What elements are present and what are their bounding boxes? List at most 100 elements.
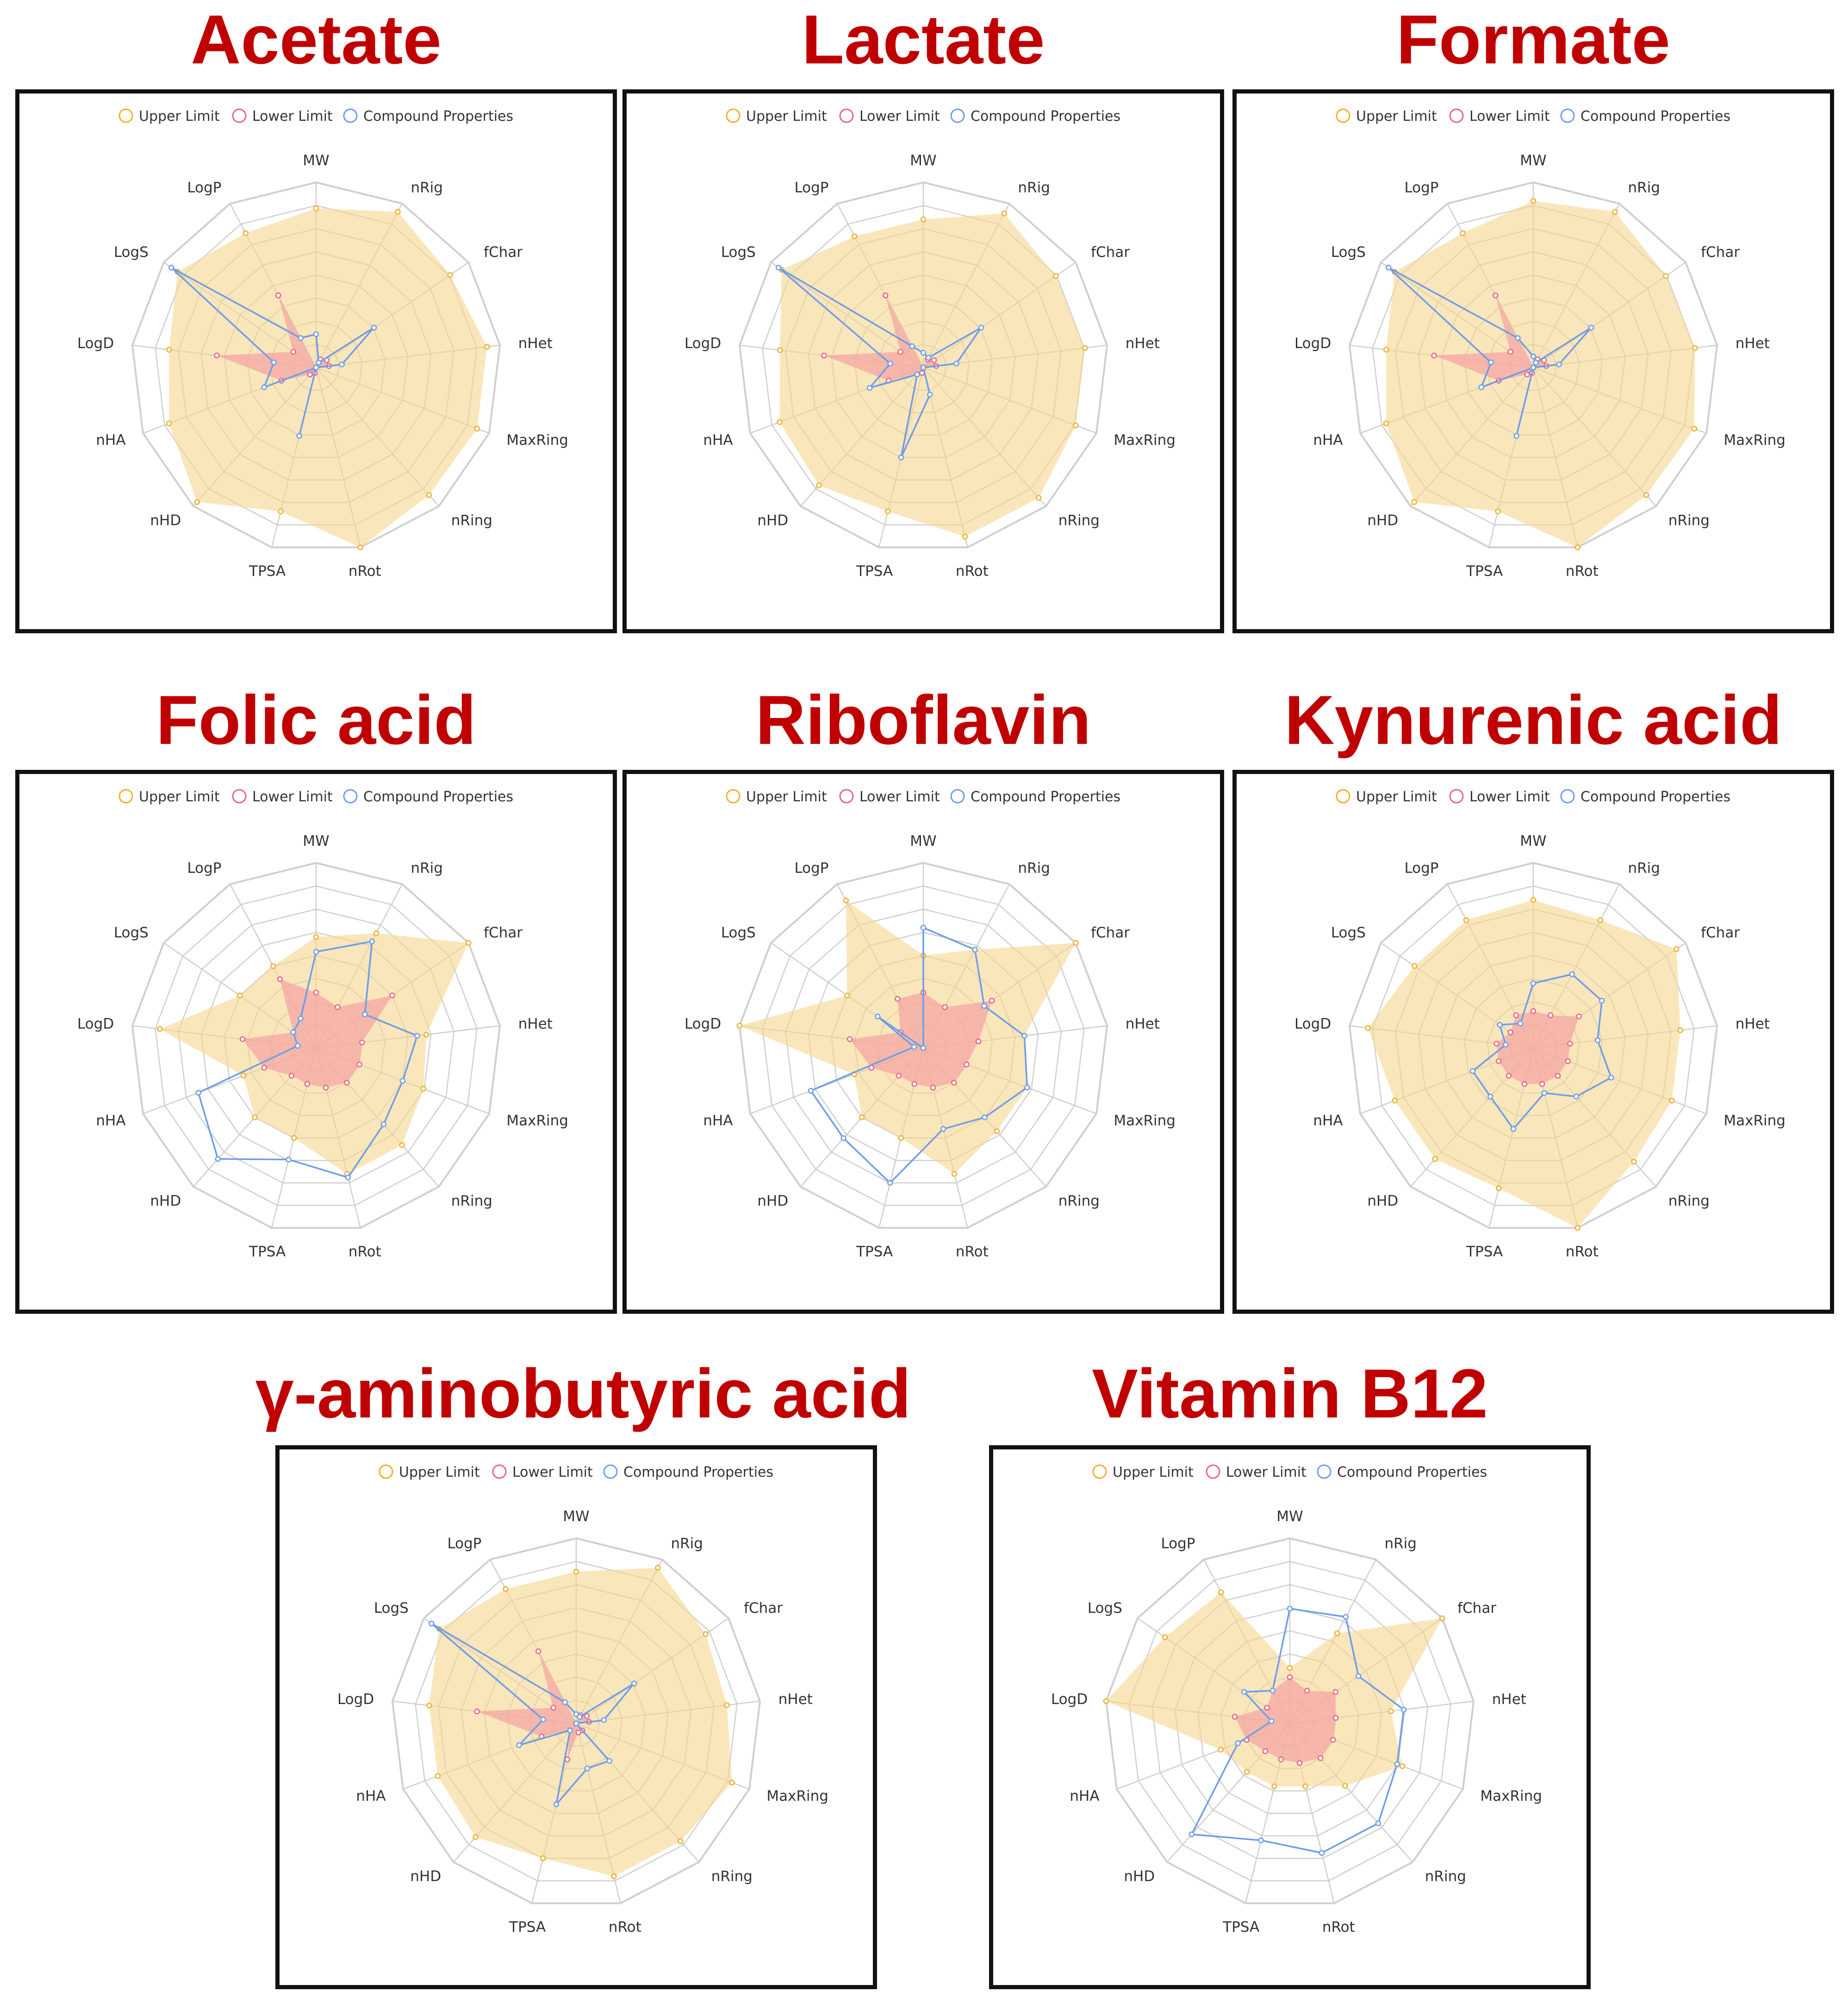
legend-upper-limit: Upper Limit bbox=[118, 789, 220, 805]
data-point bbox=[601, 1717, 607, 1723]
legend-upper-limit: Upper Limit bbox=[118, 108, 220, 125]
series-compound-properties bbox=[808, 924, 1030, 1186]
data-point bbox=[844, 993, 850, 999]
data-point bbox=[1103, 1698, 1109, 1704]
axis-label: nHA bbox=[96, 1112, 125, 1129]
axis-label: LogP bbox=[794, 179, 828, 196]
grid-ring bbox=[1105, 1537, 1475, 1904]
axis-label: fChar bbox=[1701, 244, 1740, 261]
data-point bbox=[927, 392, 933, 398]
data-point bbox=[575, 1729, 582, 1736]
legend-label: Lower Limit bbox=[252, 108, 333, 125]
data-point bbox=[1555, 1073, 1561, 1079]
data-point bbox=[166, 347, 172, 353]
data-point bbox=[894, 996, 901, 1002]
data-point bbox=[275, 292, 281, 299]
grid-ring bbox=[131, 181, 501, 549]
series-area bbox=[170, 267, 375, 437]
legend-compound-properties: Compound Properties bbox=[950, 108, 1120, 125]
data-point bbox=[1506, 1073, 1512, 1079]
data-point bbox=[606, 1758, 612, 1764]
legend-label: Upper Limit bbox=[139, 789, 220, 805]
data-point bbox=[1330, 1737, 1336, 1743]
axis-label: nHD bbox=[1367, 1192, 1398, 1209]
data-point bbox=[866, 385, 873, 391]
data-point bbox=[362, 1011, 368, 1018]
axis-label: nHet bbox=[1736, 335, 1770, 352]
data-point bbox=[395, 209, 401, 215]
legend-label: Lower Limit bbox=[859, 789, 940, 805]
series-lower-limit bbox=[239, 976, 395, 1091]
data-point bbox=[553, 1801, 560, 1808]
data-point bbox=[389, 993, 395, 999]
axis-label: nHA bbox=[1313, 1112, 1343, 1129]
data-point bbox=[1439, 1615, 1445, 1622]
chart-legend: Upper Limit Lower Limit Compound Propertie… bbox=[118, 108, 513, 125]
axis-label: LogP bbox=[1161, 1535, 1195, 1552]
data-point bbox=[313, 364, 319, 371]
data-point bbox=[1539, 1081, 1545, 1087]
axis-label: LogS bbox=[114, 244, 149, 261]
radar-chart: Upper Limit Lower Limit Compound Propertie… bbox=[77, 108, 568, 580]
data-point bbox=[577, 1714, 583, 1720]
axis-label: MW bbox=[303, 152, 329, 169]
legend-lower-limit: Lower Limit bbox=[492, 1464, 593, 1480]
data-point bbox=[1394, 1761, 1400, 1767]
data-point bbox=[914, 371, 920, 378]
data-point bbox=[678, 1838, 684, 1844]
data-point bbox=[777, 347, 783, 353]
legend-label: Compound Properties bbox=[971, 789, 1120, 805]
data-point bbox=[237, 993, 243, 999]
axis-label: nHet bbox=[518, 1016, 553, 1032]
data-point bbox=[631, 1680, 637, 1686]
series-compound-properties bbox=[195, 938, 420, 1180]
axis-label: TPSA bbox=[509, 1919, 546, 1935]
data-point bbox=[240, 1073, 247, 1079]
axis-label: nRing bbox=[451, 1192, 492, 1209]
axis-label: fChar bbox=[484, 244, 523, 261]
data-point bbox=[920, 350, 927, 356]
axis-label: nHA bbox=[703, 432, 733, 449]
legend-compound-properties: Compound Properties bbox=[343, 789, 513, 805]
legend-upper-limit: Upper Limit bbox=[1092, 1464, 1194, 1480]
axis-label: nHA bbox=[1313, 432, 1343, 449]
data-point bbox=[1392, 1098, 1398, 1104]
data-point bbox=[1521, 1081, 1528, 1087]
data-point bbox=[1271, 1783, 1277, 1790]
axis-label: nHA bbox=[1070, 1788, 1099, 1804]
data-point bbox=[994, 1128, 1000, 1134]
data-point bbox=[808, 1087, 814, 1094]
data-point bbox=[298, 1015, 304, 1022]
data-point bbox=[1241, 1689, 1247, 1695]
axis-label: LogS bbox=[374, 1600, 409, 1617]
data-point bbox=[252, 1114, 258, 1120]
data-point bbox=[286, 1156, 292, 1163]
data-point bbox=[1691, 425, 1698, 432]
series-area bbox=[1434, 295, 1546, 381]
series-area bbox=[850, 993, 992, 1088]
data-point bbox=[271, 359, 277, 366]
data-point bbox=[550, 1704, 556, 1711]
data-point bbox=[369, 938, 375, 945]
legend-marker bbox=[1336, 789, 1350, 804]
legend-upper-limit: Upper Limit bbox=[726, 789, 827, 805]
data-point bbox=[339, 361, 345, 368]
axis-label: MaxRing bbox=[1724, 1112, 1786, 1129]
data-point bbox=[261, 1065, 268, 1071]
data-point bbox=[776, 264, 782, 271]
series-upper-limit bbox=[166, 205, 490, 550]
data-point bbox=[1503, 1042, 1509, 1048]
axis-label: nHD bbox=[1367, 512, 1398, 529]
axis-label: TPSA bbox=[856, 1243, 893, 1260]
axis-labels: MW nRig fChar nHet MaxRing nRing nRot TPSA nHD nH… bbox=[1051, 1508, 1542, 1935]
data-point bbox=[288, 1073, 295, 1079]
data-point bbox=[911, 1044, 917, 1050]
data-point bbox=[1668, 1098, 1675, 1104]
data-point bbox=[1269, 1687, 1276, 1694]
data-point bbox=[323, 1085, 329, 1091]
radar-chart: Upper Limit Lower Limit Compound Propertie… bbox=[77, 789, 568, 1260]
chart-legend: Upper Limit Lower Limit Compound Propertie… bbox=[118, 789, 513, 805]
legend-label: Upper Limit bbox=[746, 108, 827, 125]
grid-ring bbox=[391, 1537, 761, 1904]
axis-label: fChar bbox=[1091, 924, 1130, 941]
